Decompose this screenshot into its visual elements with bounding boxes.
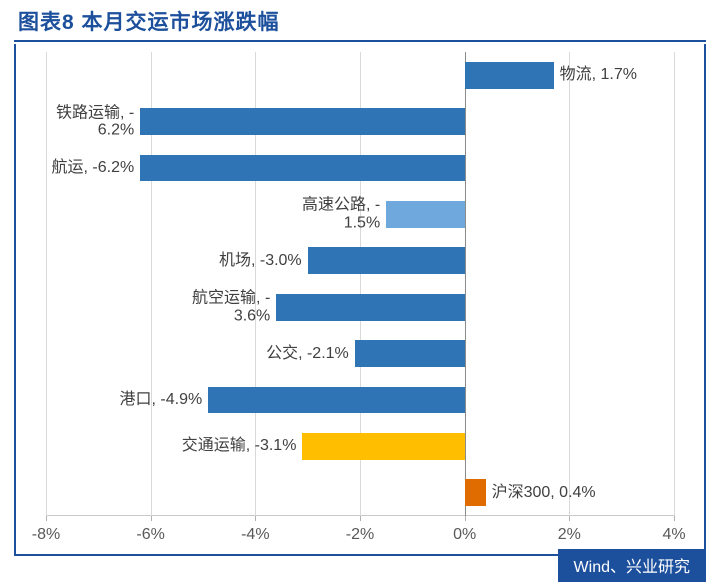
figure: 图表8 本月交运市场涨跌幅 -8% -6% -4% -2% 0% 2% 4% 物流, 1.7%… (0, 0, 720, 584)
bar-label-机场: 机场, -3.0% (219, 252, 302, 270)
bar-label-港口: 港口, -4.9% (120, 391, 203, 409)
chart-title: 图表8 本月交运市场涨跌幅 (18, 6, 280, 36)
bar-label-沪深300: 沪深300, 0.4% (492, 484, 596, 502)
bar-港口 (208, 387, 464, 414)
gridline (674, 52, 675, 516)
chart-container: -8% -6% -4% -2% 0% 2% 4% 物流, 1.7% 铁路运输, - 6.2% 航运… (14, 44, 706, 556)
bar-label-公交: 公交, -2.1% (266, 345, 349, 363)
x-tickmark (569, 516, 570, 521)
x-tick-label: 0% (453, 526, 476, 544)
bar-交通运输 (302, 433, 464, 460)
bar-高速公路 (386, 201, 465, 228)
bar-物流 (465, 62, 554, 89)
x-tickmark (360, 516, 361, 521)
x-tick-label: -4% (241, 526, 269, 544)
x-tickmark (46, 516, 47, 521)
plot-inner: -8%-6%-4%-2%0%2%4%物流, 1.7%铁路运输, - 6.2%航运… (46, 52, 674, 516)
x-tick-label: 4% (662, 526, 685, 544)
x-tick-label: -6% (136, 526, 164, 544)
bar-航空运输 (276, 294, 464, 321)
zero-line (465, 52, 466, 516)
bar-沪深300 (465, 479, 486, 506)
bar-label-高速公路: 高速公路, - 1.5% (302, 197, 380, 232)
bar-公交 (355, 340, 465, 367)
bar-label-航空运输: 航空运输, - 3.6% (192, 290, 270, 325)
plot-area: -8%-6%-4%-2%0%2%4%物流, 1.7%铁路运输, - 6.2%航运… (46, 52, 674, 516)
x-tick-label: -8% (32, 526, 60, 544)
bar-航运 (140, 155, 464, 182)
bar-机场 (308, 247, 465, 274)
bar-label-物流: 物流, 1.7% (560, 66, 637, 84)
x-tick-label: -2% (346, 526, 374, 544)
x-tickmark (674, 516, 675, 521)
bar-铁路运输 (140, 108, 464, 135)
title-rule (14, 40, 706, 42)
x-tickmark (465, 516, 466, 521)
gridline (46, 52, 47, 516)
source-caption: Wind、兴业研究 (558, 549, 706, 582)
x-tickmark (151, 516, 152, 521)
bar-label-铁路运输: 铁路运输, - 6.2% (56, 104, 134, 139)
gridline (569, 52, 570, 516)
x-tickmark (255, 516, 256, 521)
bar-label-航运: 航运, -6.2% (52, 159, 135, 177)
x-tick-label: 2% (558, 526, 581, 544)
bar-label-交通运输: 交通运输, -3.1% (182, 438, 297, 456)
